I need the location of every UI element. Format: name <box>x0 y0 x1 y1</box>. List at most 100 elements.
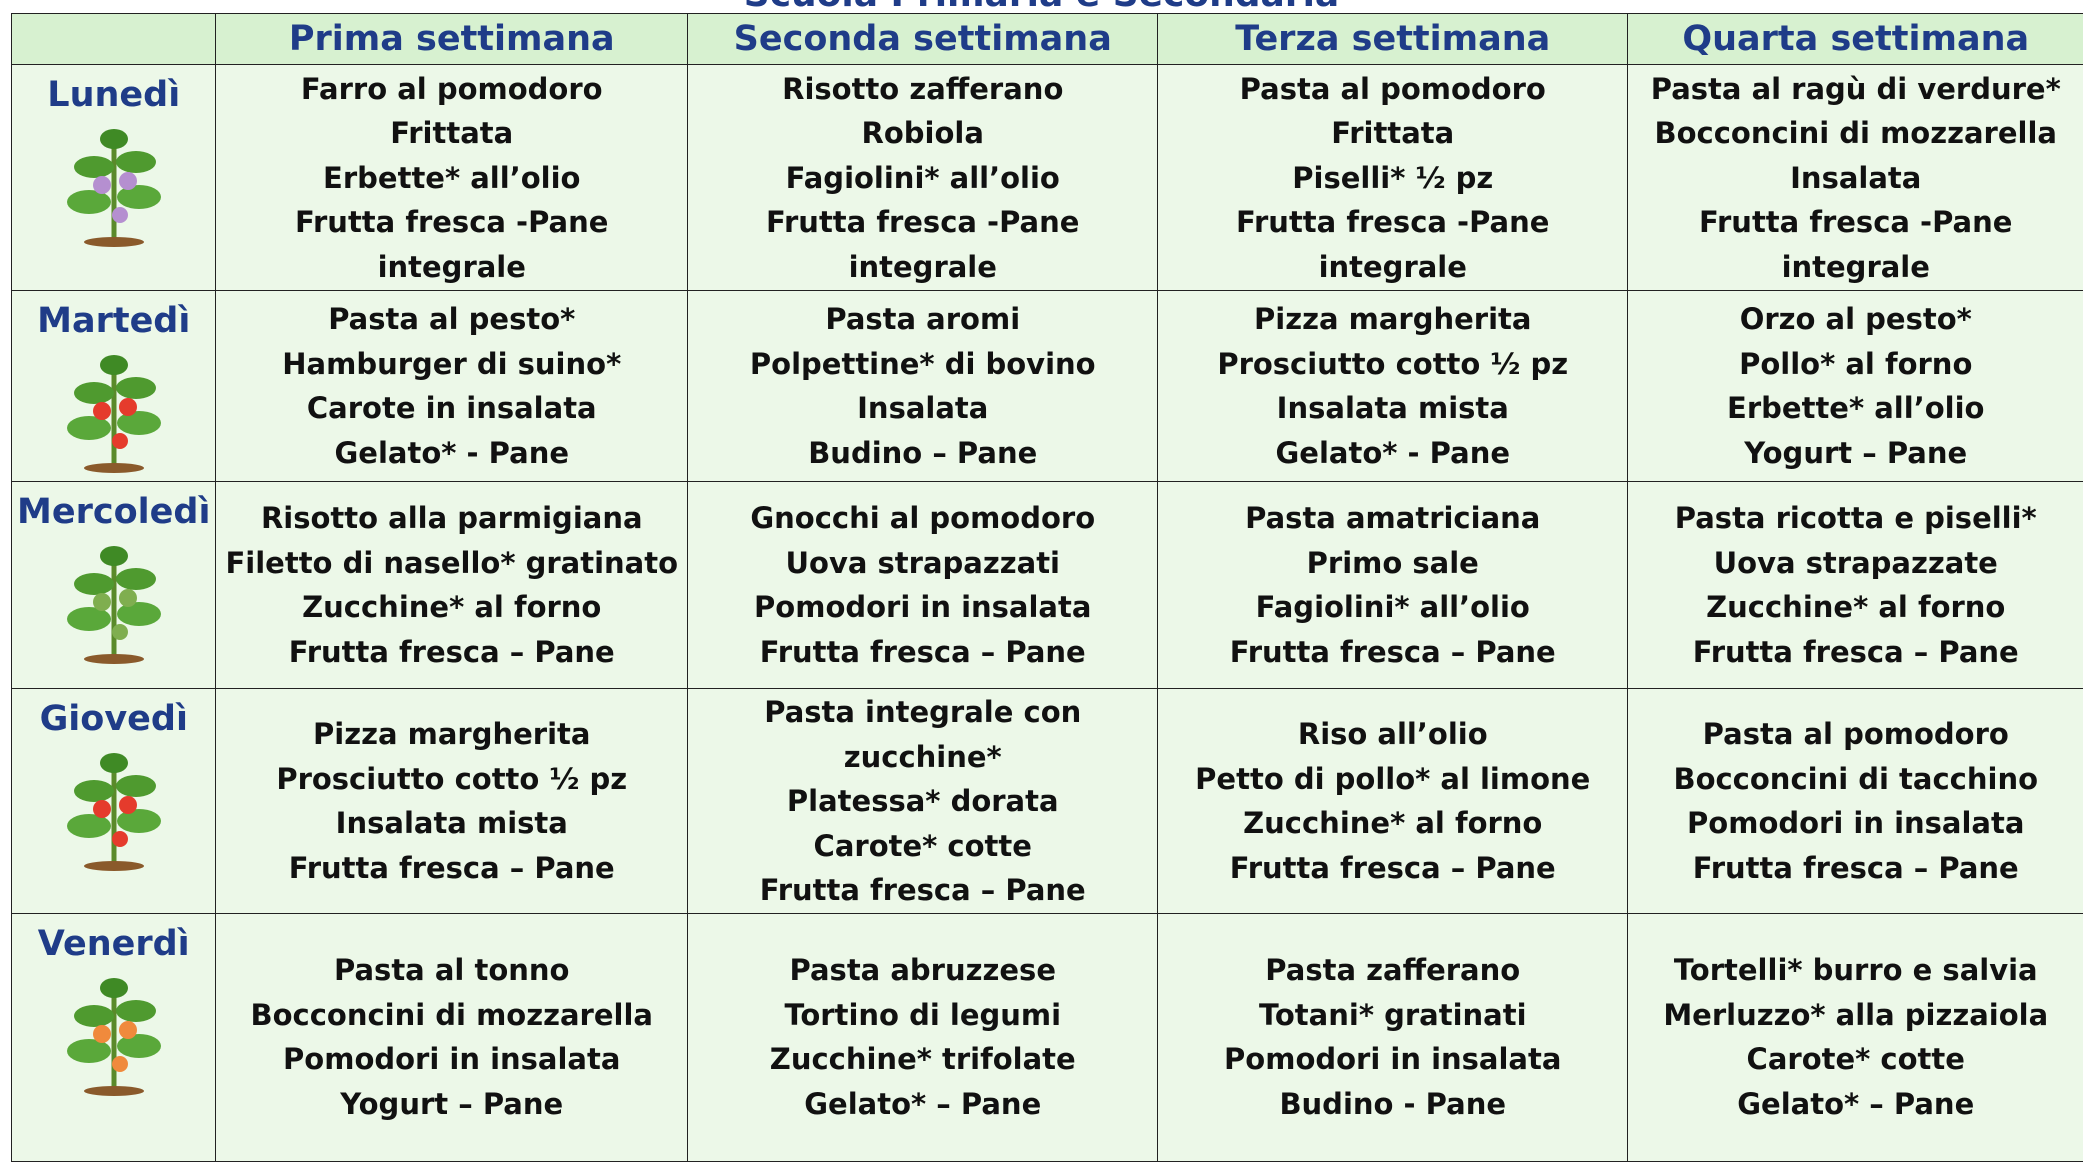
dish: Pizza margherita <box>313 717 591 752</box>
menu-cell: Pasta abruzzese Tortino di legumi Zucchine… <box>687 913 1159 1162</box>
dish: Frutta fresca – Pane <box>288 634 615 669</box>
corner-cell <box>11 13 217 66</box>
dish: Erbette* all’olio <box>323 160 581 195</box>
dish: Fagiolini* all’olio <box>1255 590 1530 625</box>
dish: Pasta integrale con <box>764 695 1082 729</box>
dish: Frutta fresca – Pane <box>288 850 615 885</box>
page-title: Scuola Primaria e Secondaria <box>0 0 2083 15</box>
column-header: Quarta settimana <box>1627 13 2083 66</box>
dish: Robiola <box>861 116 984 150</box>
day-cell: Giovedì <box>11 688 217 915</box>
dish: Pasta al pomodoro <box>1702 717 2009 752</box>
dish: Frittata <box>1331 116 1455 150</box>
dish: Primo sale <box>1306 545 1479 580</box>
dish: Piselli* ½ pz <box>1292 160 1494 195</box>
dish: Frutta fresca – Pane <box>1692 634 2019 669</box>
dish: Petto di pollo* al limone <box>1195 761 1591 796</box>
dish: Pomodori in insalata <box>754 590 1092 625</box>
dish: Tortelli* burro e salvia <box>1673 953 2038 988</box>
dish: Gelato* – Pane <box>1737 1086 1975 1121</box>
dish: Polpettine* di bovino <box>749 346 1096 381</box>
dish: Fagiolini* all’olio <box>785 160 1060 195</box>
dish: Bocconcini di mozzarella <box>1654 116 2057 150</box>
dish: Totani* gratinati <box>1258 997 1527 1032</box>
menu-cell: Risotto zafferano Robiola Fagiolini* all’o… <box>687 64 1159 292</box>
dish: Frutta fresca -Pane <box>1699 205 2013 239</box>
plant-icon <box>66 753 161 871</box>
dish: Prosciutto cotto ½ pz <box>276 761 628 796</box>
menu-cell: Farro al pomodoro Frittata Erbette* all’ol… <box>215 64 689 292</box>
dish: Farro al pomodoro <box>300 71 603 106</box>
day-label: Mercoledì <box>17 492 211 532</box>
dish: Budino – Pane <box>808 435 1038 470</box>
dish: Pasta zafferano <box>1265 953 1521 988</box>
dish: Frutta fresca – Pane <box>759 634 1086 669</box>
day-label: Venerdì <box>37 924 190 964</box>
dish: Pasta al pomodoro <box>1239 71 1546 106</box>
dish: Gelato* - Pane <box>334 435 570 470</box>
day-cell: Lunedì <box>11 64 217 292</box>
plant-icon <box>66 978 161 1096</box>
column-title: Quarta settimana <box>1682 19 2030 60</box>
dish: Frutta fresca – Pane <box>1229 850 1556 885</box>
dish: Pomodori in insalata <box>1224 1042 1562 1077</box>
dish: Uova strapazzati <box>785 545 1061 580</box>
dish: Insalata <box>857 391 989 426</box>
dish: Pasta al ragù di verdure* <box>1650 71 2061 106</box>
dish: Uova strapazzate <box>1713 545 1998 580</box>
dish: Bocconcini di mozzarella <box>250 997 653 1032</box>
dish: integrale <box>1781 249 1930 284</box>
dish: Erbette* all’olio <box>1727 391 1985 426</box>
column-title: Prima settimana <box>288 19 615 60</box>
dish: Zucchine* al forno <box>302 590 602 625</box>
dish: Orzo al pesto* <box>1739 302 1972 337</box>
menu-cell: Pizza margherita Prosciutto cotto ½ pz Ins… <box>215 688 689 915</box>
dish: Zucchine* al forno <box>1243 806 1543 841</box>
dish: Frittata <box>390 116 514 150</box>
plant-icon <box>66 546 161 664</box>
dish: Frutta fresca -Pane <box>766 205 1080 239</box>
menu-cell: Tortelli* burro e salvia Merluzzo* alla p… <box>1627 913 2083 1162</box>
plant-icon <box>66 355 161 473</box>
dish: integrale <box>377 249 526 284</box>
dish: zucchine* <box>843 739 1002 774</box>
dish: Frutta fresca -Pane <box>1236 205 1550 239</box>
dish: Insalata mista <box>335 806 568 841</box>
menu-cell: Pasta integrale con zucchine* Platessa* do… <box>687 688 1159 915</box>
dish: Frutta fresca – Pane <box>1229 634 1556 669</box>
dish: Zucchine* trifolate <box>769 1042 1076 1077</box>
dish: Pasta al pesto* <box>328 302 576 337</box>
menu-cell: Risotto alla parmigiana Filetto di nasell… <box>215 481 689 690</box>
dish: Insalata mista <box>1276 391 1509 426</box>
plant-icon <box>66 129 161 247</box>
column-title: Terza settimana <box>1235 19 1551 60</box>
day-cell: Mercoledì <box>11 481 217 690</box>
menu-cell: Pasta al pomodoro Frittata Piselli* ½ pz Fr… <box>1157 64 1629 292</box>
dish: Risotto alla parmigiana <box>260 501 643 536</box>
dish: Pomodori in insalata <box>283 1042 621 1077</box>
dish: Hamburger di suino* <box>282 346 622 381</box>
dish: integrale <box>1318 249 1467 284</box>
day-cell: Martedì <box>11 290 217 483</box>
dish: Frutta fresca – Pane <box>759 873 1086 907</box>
menu-cell: Pasta al pomodoro Bocconcini di tacchino P… <box>1627 688 2083 915</box>
menu-cell: Riso all’olio Petto di pollo* al limone Zu… <box>1157 688 1629 915</box>
day-label: Giovedì <box>39 699 188 739</box>
dish: Yogurt – Pane <box>1744 435 1968 470</box>
day-label: Lunedì <box>47 75 181 115</box>
menu-cell: Pasta amatriciana Primo sale Fagiolini* al… <box>1157 481 1629 690</box>
dish: Frutta fresca -Pane <box>295 205 609 239</box>
dish: Carote* cotte <box>813 828 1032 863</box>
dish: Gelato* – Pane <box>804 1086 1042 1121</box>
day-label: Martedì <box>37 301 191 341</box>
dish: Pomodori in insalata <box>1687 806 2025 841</box>
dish: Pollo* al forno <box>1739 346 1973 381</box>
dish: Pasta ricotta e piselli* <box>1674 501 2037 536</box>
dish: Frutta fresca – Pane <box>1692 850 2019 885</box>
dish: Zucchine* al forno <box>1706 590 2006 625</box>
dish: Prosciutto cotto ½ pz <box>1217 346 1569 381</box>
dish: Bocconcini di tacchino <box>1673 761 2039 796</box>
dish: Pizza margherita <box>1254 302 1532 337</box>
dish: Pasta amatriciana <box>1245 501 1541 536</box>
